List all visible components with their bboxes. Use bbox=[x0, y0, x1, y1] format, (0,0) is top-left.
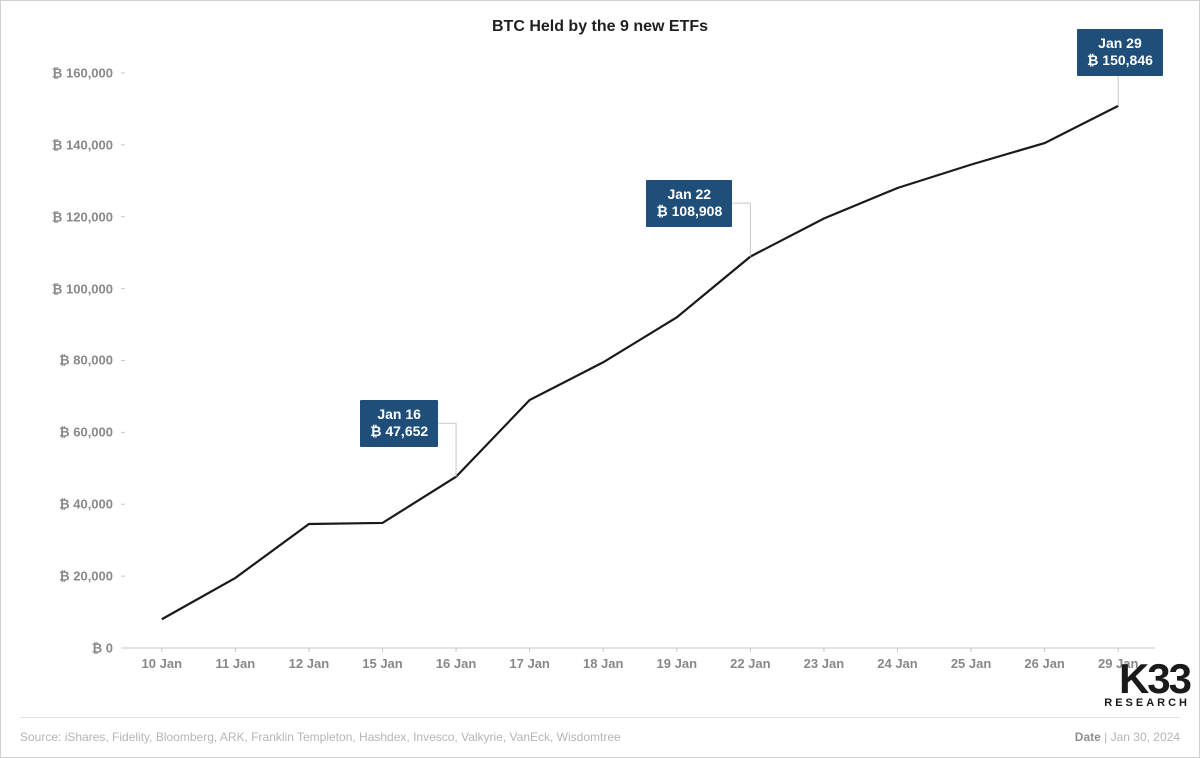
x-tick-label: 12 Jan bbox=[289, 656, 329, 671]
footer-divider bbox=[20, 717, 1180, 718]
y-tick-label: ₿ 40,000 bbox=[59, 497, 113, 512]
y-tick-label: ₿ 140,000 bbox=[52, 137, 113, 152]
footer-date-label: Date bbox=[1075, 730, 1101, 744]
callout-date: Jan 16 bbox=[370, 406, 428, 424]
x-tick-label: 26 Jan bbox=[1024, 656, 1064, 671]
y-tick-label: ₿ 100,000 bbox=[52, 281, 113, 296]
chart-svg bbox=[35, 50, 1165, 690]
footer-date-value: Jan 30, 2024 bbox=[1111, 730, 1180, 744]
footer-source: Source: iShares, Fidelity, Bloomberg, AR… bbox=[20, 730, 621, 744]
x-tick-label: 10 Jan bbox=[142, 656, 182, 671]
y-tick-label: ₿ 60,000 bbox=[59, 425, 113, 440]
x-tick-label: 25 Jan bbox=[951, 656, 991, 671]
y-tick-label: ₿ 120,000 bbox=[52, 209, 113, 224]
y-tick-label: ₿ 0 bbox=[92, 641, 113, 656]
callout: Jan 22₿ 108,908 bbox=[646, 180, 732, 227]
brand-logo-main: K33 bbox=[1119, 655, 1190, 702]
x-tick-label: 18 Jan bbox=[583, 656, 623, 671]
x-tick-label: 24 Jan bbox=[877, 656, 917, 671]
callout: Jan 29₿ 150,846 bbox=[1077, 29, 1163, 76]
x-tick-label: 23 Jan bbox=[804, 656, 844, 671]
y-tick-label: ₿ 80,000 bbox=[59, 353, 113, 368]
footer-date: Date | Jan 30, 2024 bbox=[1075, 730, 1180, 744]
x-tick-label: 17 Jan bbox=[509, 656, 549, 671]
brand-logo: K33 RESEARCH bbox=[1104, 663, 1190, 708]
chart-title: BTC Held by the 9 new ETFs bbox=[0, 18, 1200, 36]
x-tick-label: 11 Jan bbox=[215, 656, 255, 671]
x-tick-label: 16 Jan bbox=[436, 656, 476, 671]
callout-value: ₿ 47,652 bbox=[370, 423, 428, 441]
callout-value: ₿ 108,908 bbox=[656, 203, 722, 221]
x-tick-label: 19 Jan bbox=[657, 656, 697, 671]
chart-area: ₿ 0 ₿ 20,000 ₿ 40,000 ₿ 60,000 ₿ 80,000 ₿ 100… bbox=[35, 50, 1165, 690]
callout-value: ₿ 150,846 bbox=[1087, 52, 1153, 70]
y-tick-label: ₿ 20,000 bbox=[59, 569, 113, 584]
x-tick-label: 15 Jan bbox=[362, 656, 402, 671]
y-tick-label: ₿ 160,000 bbox=[52, 65, 113, 80]
brand-logo-sub: RESEARCH bbox=[1104, 699, 1190, 708]
callout-date: Jan 29 bbox=[1087, 35, 1153, 53]
footer: Source: iShares, Fidelity, Bloomberg, AR… bbox=[20, 730, 1180, 744]
x-tick-label: 22 Jan bbox=[730, 656, 770, 671]
callout: Jan 16₿ 47,652 bbox=[360, 400, 438, 447]
callout-date: Jan 22 bbox=[656, 186, 722, 204]
